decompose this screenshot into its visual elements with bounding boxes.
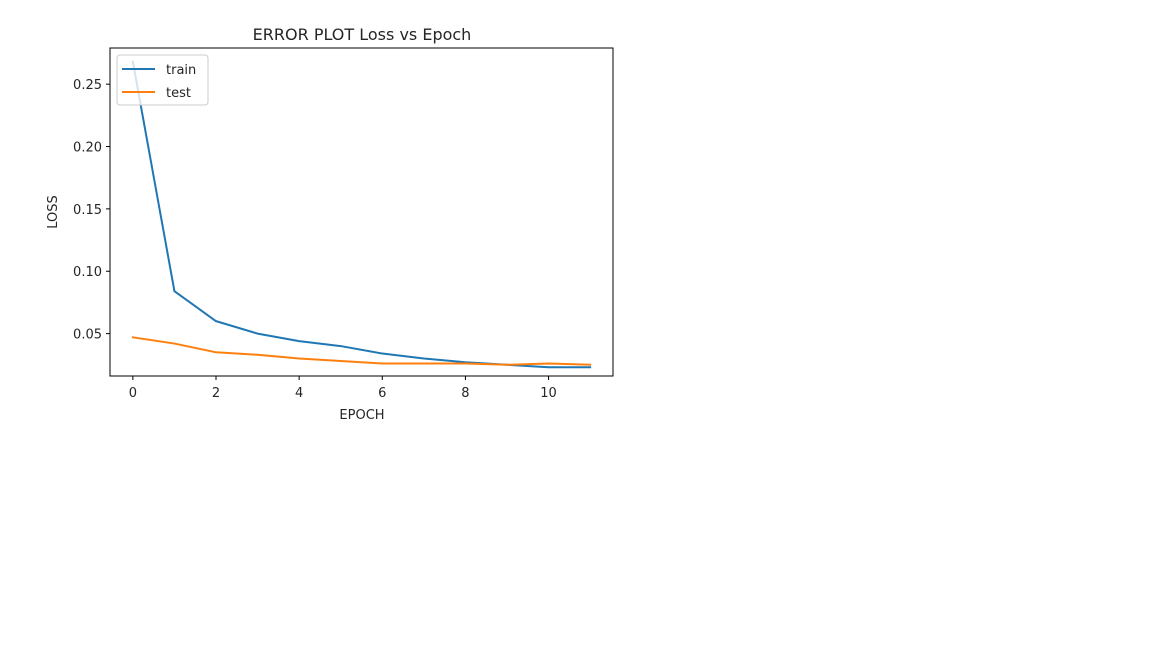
- x-tick-label: 10: [540, 386, 557, 401]
- x-tick-label: 4: [295, 386, 303, 401]
- x-tick-label: 2: [212, 386, 220, 401]
- series-line-train: [131, 60, 592, 369]
- y-axis-label: LOSS: [46, 195, 61, 229]
- y-tick-label: 0.20: [73, 141, 102, 156]
- x-axis-label: EPOCH: [339, 408, 384, 423]
- y-tick-label: 0.10: [73, 265, 102, 280]
- y-tick-label: 0.05: [73, 328, 102, 343]
- x-tick-label: 6: [378, 386, 386, 401]
- y-tick-label: 0.15: [73, 203, 102, 218]
- series-line-test: [131, 336, 592, 366]
- legend: train test: [116, 54, 209, 106]
- y-tick-label: 0.25: [73, 78, 102, 93]
- chart-title: ERROR PLOT Loss vs Epoch: [253, 25, 472, 44]
- y-axis-ticks: 0.05 0.10 0.15 0.20 0.25: [73, 78, 110, 343]
- axes-frame: [109, 47, 614, 377]
- x-tick-label: 0: [129, 386, 137, 401]
- x-tick-label: 8: [461, 386, 469, 401]
- legend-label-train: train: [166, 63, 196, 78]
- series-layer: [131, 60, 592, 369]
- legend-label-test: test: [166, 86, 191, 101]
- x-axis-ticks: 0 2 4 6 8 10: [129, 376, 557, 401]
